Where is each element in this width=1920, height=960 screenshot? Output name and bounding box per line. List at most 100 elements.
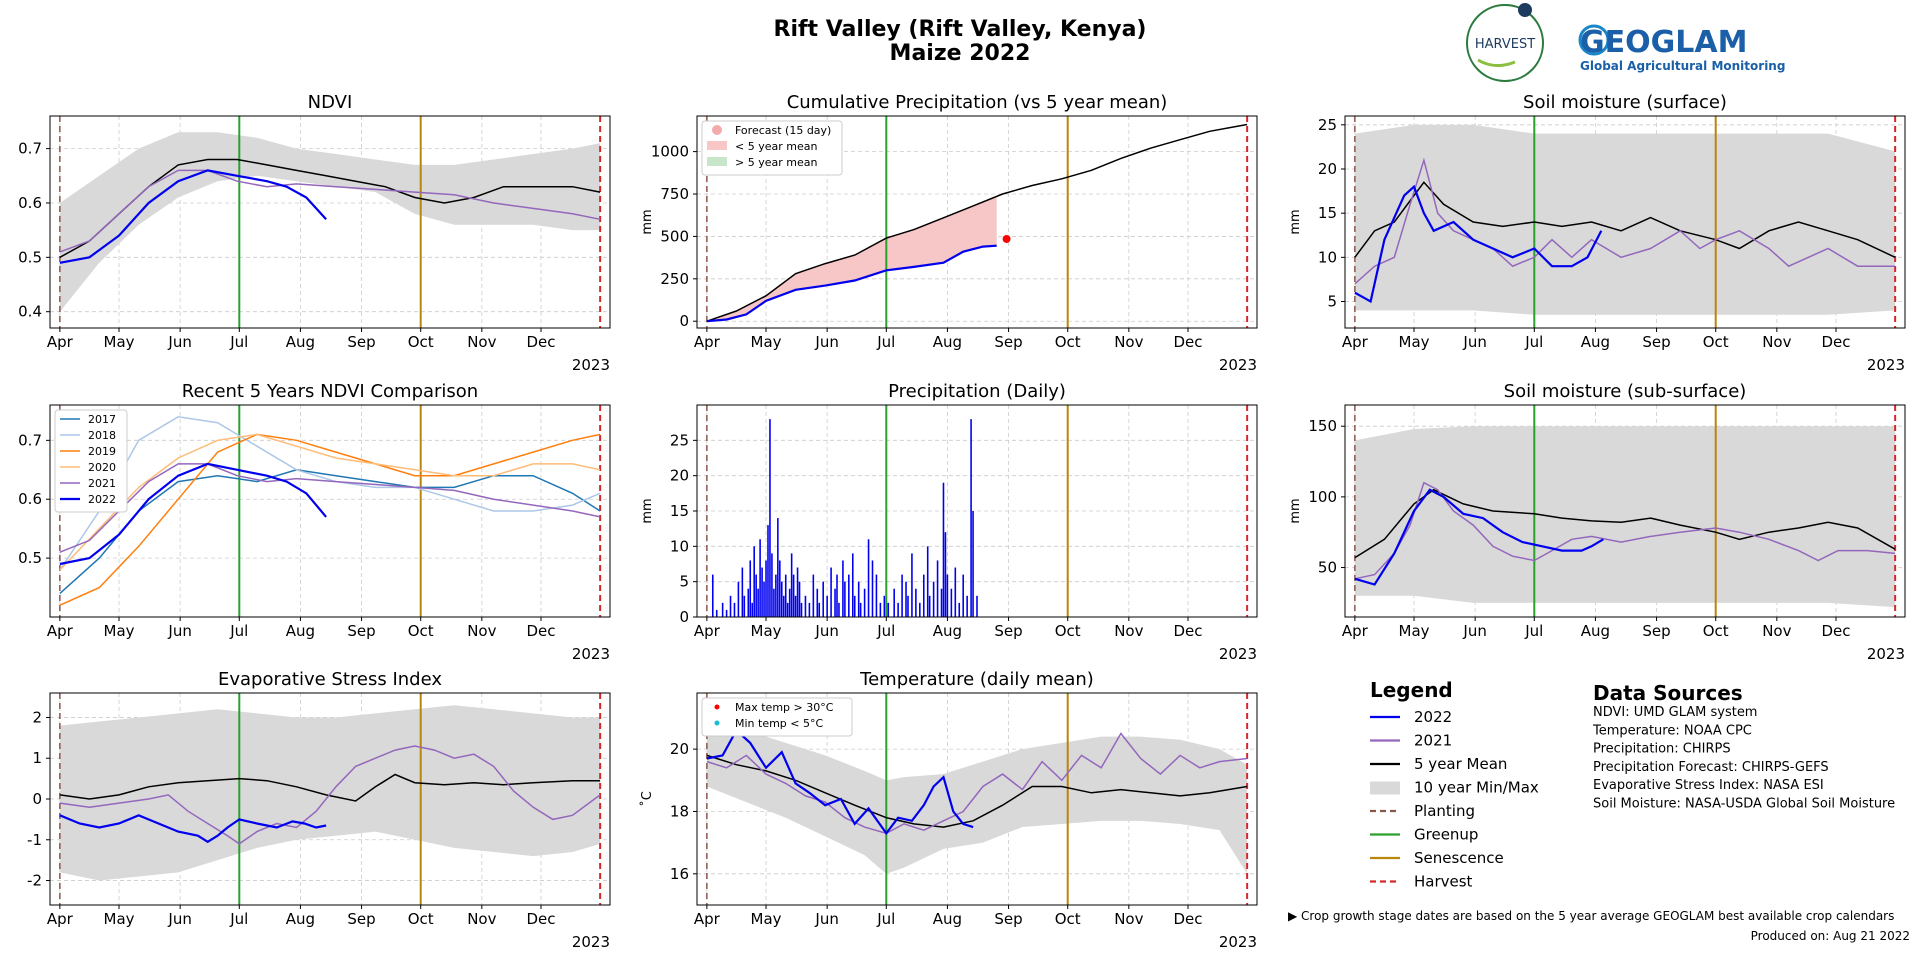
precip-bar: [928, 595, 931, 617]
charts-group: Apr May Jun Jul Aug Sep Oct Nov Dec 2023 0.4 0.5 0.6…: [18, 92, 1906, 951]
x-tick-label: Dec: [526, 333, 555, 351]
precip-bar: [773, 588, 775, 617]
precip-bar: [958, 602, 961, 617]
chart-esi: Apr May Jun Jul Aug Sep Oct Nov Dec 2023 -2 -1 0 1 2 Ev…: [27, 669, 611, 951]
y-tick-label: 100: [1308, 488, 1337, 506]
precip-bar: [838, 602, 840, 617]
precip-bar: [790, 553, 793, 617]
series-line-5-year-mean: [59, 773, 601, 802]
precip-bar: [798, 581, 801, 617]
precip-bar: [741, 567, 744, 617]
y-axis-label: mm: [640, 209, 655, 234]
y-tick-label: 20: [670, 740, 689, 758]
minmax-band: [59, 132, 601, 312]
precip-bar: [907, 595, 909, 617]
plot-frame: [696, 692, 1258, 906]
geoglam-logo-text: GEOGLAM: [1580, 25, 1747, 60]
precip-bar: [936, 560, 939, 617]
precip-bar: [867, 539, 870, 617]
precip-bar: [826, 595, 828, 617]
x-tick-label: Dec: [1821, 622, 1850, 640]
legend-item-label: Harvest: [1414, 873, 1473, 891]
precip-bar: [715, 609, 718, 617]
precip-bar: [812, 574, 815, 617]
x-tick-label: Jul: [876, 910, 895, 928]
x-tick-label: Sep: [347, 333, 375, 351]
series-line-2022: [706, 244, 997, 323]
precip-bar: [962, 574, 964, 617]
x-tick-label: Oct: [1703, 333, 1729, 351]
x-tick-label: Nov: [1114, 333, 1143, 351]
precip-bar: [842, 560, 844, 617]
data-source-line: NDVI: UMD GLAM system: [1593, 705, 1757, 720]
precip-bar: [844, 581, 846, 617]
x-tick-label: Nov: [467, 333, 496, 351]
precip-bar: [879, 602, 882, 617]
x-tick-label: May: [751, 910, 782, 928]
precip-bar: [816, 588, 819, 617]
chart-legend-box: [701, 120, 843, 176]
x-tick-label: May: [104, 622, 135, 640]
x-tick-label: Oct: [408, 622, 434, 640]
chart-precip_daily: Apr May Jun Jul Aug Sep Oct Nov Dec 2023 0 5 10 15 20 2…: [640, 381, 1258, 663]
x-tick-label: Aug: [286, 622, 315, 640]
x-tick-label: Dec: [1173, 622, 1202, 640]
year-label: 2023: [1867, 645, 1905, 663]
precip-bar: [863, 588, 866, 617]
precip-bar: [788, 588, 791, 617]
precip-bar: [851, 553, 854, 617]
plot-area: [50, 116, 610, 328]
precip-bar: [743, 595, 746, 617]
precip-bar: [857, 581, 860, 617]
x-tick-label: Sep: [347, 622, 375, 640]
legend-item-label: 5 year Mean: [1414, 755, 1507, 773]
precip-bar: [897, 602, 899, 617]
data-sources-title: Data Sources: [1593, 681, 1743, 705]
plot-frame: [1344, 404, 1906, 618]
series-line-2021: [1354, 481, 1896, 580]
precip-bar: [883, 595, 886, 617]
legend-swatch-dot: [712, 125, 722, 135]
precip-bar: [808, 602, 811, 617]
y-tick-label: 0: [679, 312, 689, 330]
series-line-2022: [59, 814, 327, 844]
x-tick-label: May: [1399, 622, 1430, 640]
series-line-5-year-mean: [706, 754, 1248, 828]
data-sources-panel: Data Sources NDVI: UMD GLAM system Temper…: [1592, 681, 1895, 812]
y-tick-label: 20: [670, 467, 689, 485]
x-tick-label: Aug: [933, 333, 962, 351]
x-tick-label: Nov: [1762, 333, 1791, 351]
series-line-2020: [59, 433, 601, 571]
y-axis-label: mm: [1288, 209, 1303, 234]
x-tick-label: May: [104, 910, 135, 928]
precip-bar: [753, 546, 755, 617]
precip-bar: [822, 581, 824, 617]
precip-bar: [769, 419, 771, 617]
deficit-area: [706, 196, 997, 322]
legend-swatch-rect: [707, 141, 727, 150]
y-tick-label: 0.5: [18, 248, 42, 266]
chart-legend-label: Forecast (15 day): [735, 124, 831, 137]
x-tick-label: Jul: [1524, 622, 1543, 640]
precip-bar: [779, 560, 781, 617]
precip-bar: [905, 581, 907, 617]
x-tick-label: Aug: [1581, 622, 1610, 640]
x-tick-label: Jun: [167, 910, 191, 928]
chart-cumprecip: Apr May Jun Jul Aug Sep Oct Nov Dec 2023 0 250 500 75…: [640, 92, 1258, 374]
x-tick-label: Oct: [1055, 622, 1081, 640]
chart-legend: Max temp > 30°C Min temp < 5°C: [701, 697, 853, 737]
precip-bar: [922, 574, 925, 617]
y-tick-label: -1: [27, 831, 42, 849]
precip-bar: [767, 525, 769, 617]
precip-bar: [733, 602, 736, 617]
x-tick-label: Apr: [1342, 622, 1369, 640]
legend-swatch-dot: [714, 720, 720, 726]
precip-bar: [765, 560, 767, 617]
x-tick-label: Jul: [229, 622, 248, 640]
legend-item-label: 10 year Min/Max: [1414, 779, 1539, 797]
precip-bar: [784, 574, 787, 617]
legend-swatch-rect: [707, 157, 727, 166]
x-tick-label: Aug: [1581, 333, 1610, 351]
legend-swatch-band: [1370, 781, 1400, 795]
x-tick-label: Aug: [286, 333, 315, 351]
